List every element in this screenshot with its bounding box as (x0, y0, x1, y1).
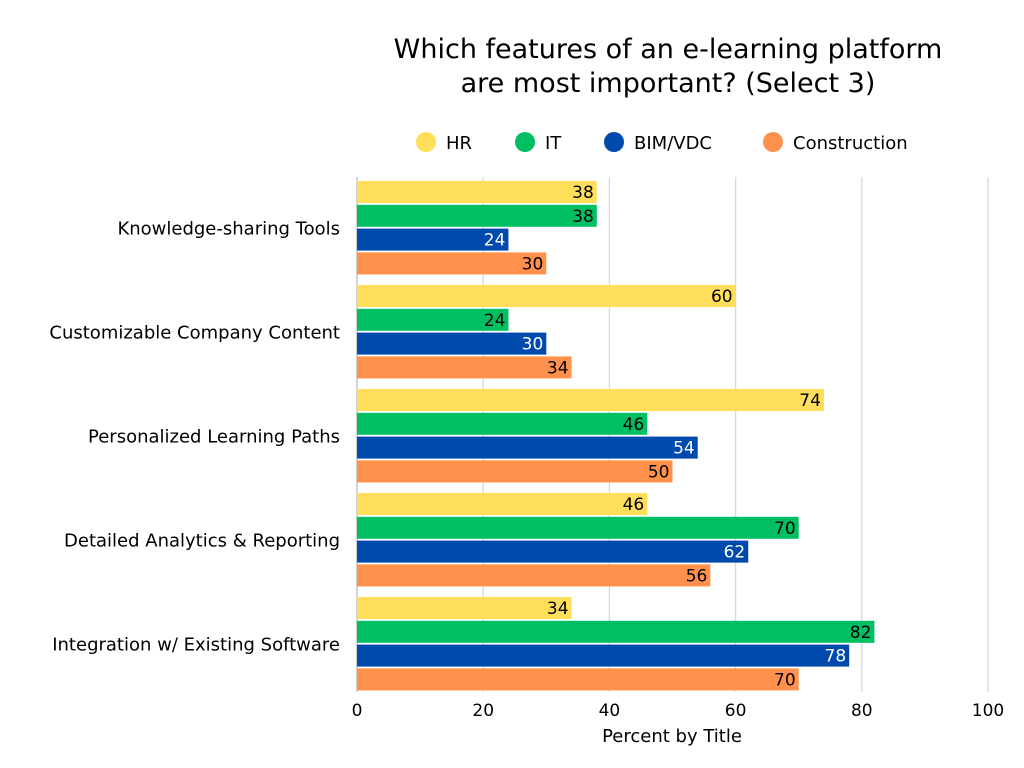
x-tick-label: 100 (972, 701, 1004, 721)
bar (357, 308, 509, 331)
category-label: Integration w/ Existing Software (52, 635, 340, 656)
bar (357, 389, 824, 411)
x-tick-label: 20 (472, 701, 494, 721)
data-label: 70 (774, 670, 796, 690)
x-tick-label: 60 (725, 701, 747, 721)
legend-item: BIM/VDC (604, 132, 712, 154)
category-label: Knowledge-sharing Tools (117, 219, 340, 240)
data-label: 30 (522, 335, 544, 355)
bar (357, 597, 572, 619)
bar (357, 356, 572, 379)
x-axis-label: Percent by Title (602, 726, 742, 747)
bar (357, 412, 648, 435)
data-label: 54 (673, 439, 695, 459)
legend-item: IT (515, 132, 562, 154)
bar (357, 252, 547, 275)
data-label: 38 (572, 207, 594, 227)
bar (357, 285, 736, 307)
legend-marker (604, 132, 624, 152)
data-label: 62 (724, 543, 746, 563)
category-label: Detailed Analytics & Reporting (64, 531, 340, 552)
data-label: 34 (547, 599, 569, 619)
data-label: 50 (648, 462, 670, 482)
legend-label: BIM/VDC (634, 133, 712, 154)
category-label: Personalized Learning Paths (88, 427, 340, 448)
data-label: 82 (850, 623, 872, 643)
legend-label: IT (545, 133, 562, 154)
data-label: 56 (686, 566, 708, 586)
chart-title-line-1: Which features of an e-learning platform (394, 34, 943, 65)
data-label: 46 (623, 495, 645, 515)
bar (357, 460, 673, 483)
legend-label: HR (446, 133, 472, 154)
legend-marker (515, 132, 535, 152)
data-label: 60 (711, 287, 733, 307)
bar (357, 540, 749, 563)
x-axis-ticks: 0 20 40 60 80 100 (352, 701, 1005, 721)
data-label: 30 (522, 254, 544, 274)
category-label: Customizable Company Content (49, 323, 340, 344)
bar (357, 516, 799, 539)
bar (357, 668, 799, 691)
bar (357, 436, 698, 459)
x-tick-label: 80 (851, 701, 873, 721)
bar (357, 204, 597, 227)
legend-item: Construction (763, 132, 908, 154)
legend-label: Construction (793, 133, 908, 154)
data-label: 24 (484, 311, 506, 331)
bar (357, 332, 547, 355)
bar (357, 620, 875, 643)
bar (357, 564, 711, 587)
data-label: 78 (825, 647, 847, 667)
data-label: 74 (799, 391, 821, 411)
x-tick-label: 0 (352, 701, 363, 721)
legend-marker (416, 132, 436, 152)
bar (357, 181, 597, 203)
data-label: 24 (484, 231, 506, 251)
category-labels: Knowledge-sharing Tools Customizable Comp… (49, 219, 340, 656)
data-label: 34 (547, 358, 569, 378)
bar (357, 493, 648, 515)
data-label: 70 (774, 519, 796, 539)
legend-item: HR (416, 132, 472, 154)
bar (357, 228, 509, 251)
legend: HR IT BIM/VDC Construction (416, 132, 908, 154)
x-tick-label: 40 (599, 701, 621, 721)
data-label: 38 (572, 183, 594, 203)
chart-title-line-2: are most important? (Select 3) (461, 68, 876, 99)
bar (357, 644, 850, 667)
data-label: 46 (623, 415, 645, 435)
legend-marker (763, 132, 783, 152)
